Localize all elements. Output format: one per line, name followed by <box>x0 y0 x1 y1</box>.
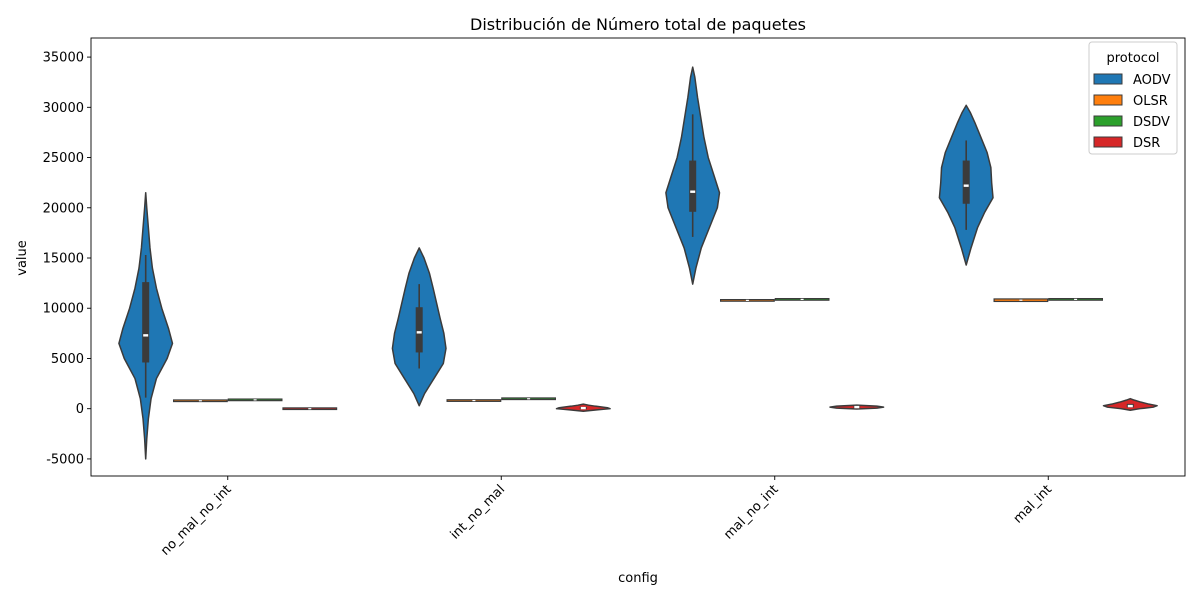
y-tick-label: -5000 <box>46 452 84 467</box>
y-axis-label: value <box>15 240 30 276</box>
violin-dsdv-mal_no_int <box>774 297 830 301</box>
y-tick-label: 5000 <box>51 352 84 367</box>
violin-dsr-mal_no_int <box>829 404 885 410</box>
violin-olsr-mal_no_int <box>719 298 775 302</box>
y-tick-label: 0 <box>76 402 84 417</box>
median-marker <box>416 331 422 334</box>
legend-entry-dsdv: DSDV <box>1093 115 1170 130</box>
legend-swatch <box>1093 115 1123 127</box>
y-tick-label: 15000 <box>43 252 84 267</box>
violin-dsdv-no_mal_no_int <box>227 398 283 402</box>
x-tick-label: mal_int <box>1011 482 1055 526</box>
violin-dsr-no_mal_no_int <box>282 407 338 411</box>
violin-olsr-no_mal_no_int <box>172 399 228 403</box>
legend: protocol AODV OLSR DSDV DSR <box>1088 41 1178 155</box>
legend-label: OLSR <box>1133 94 1168 109</box>
violin-iqr-box <box>962 160 970 204</box>
violin-iqr-box <box>415 307 423 353</box>
violin-aodv-mal_no_int <box>665 66 721 285</box>
axes-layer: -5000 0 5000 10000 15000 20000 25000 30000 35000… <box>43 37 1186 559</box>
violin-iqr-box <box>689 160 697 212</box>
violin-dsr-int_no_mal <box>555 403 611 412</box>
x-tick-label: no_mal_no_int <box>158 482 234 558</box>
violin-olsr-mal_int <box>993 298 1049 303</box>
x-axis-label: config <box>618 571 658 586</box>
violin-olsr-int_no_mal <box>446 399 502 402</box>
x-tick-label: int_no_mal <box>448 482 508 542</box>
y-tick-label: 30000 <box>43 101 84 116</box>
median-marker <box>1127 404 1133 408</box>
legend-label: DSR <box>1133 136 1160 151</box>
y-tick-label: 20000 <box>43 201 84 216</box>
y-tick-label: 35000 <box>43 51 84 66</box>
legend-entries: AODV OLSR DSDV DSR <box>1093 73 1171 151</box>
legend-swatch <box>1093 73 1123 85</box>
legend-label: AODV <box>1133 73 1171 88</box>
median-marker <box>143 334 149 337</box>
legend-entry-dsr: DSR <box>1093 136 1160 151</box>
chart-title: Distribución de Número total de paquetes <box>470 15 806 34</box>
y-tick-label: 10000 <box>43 302 84 317</box>
violin-dsdv-int_no_mal <box>501 397 557 401</box>
median-marker <box>963 184 969 187</box>
legend-entry-aodv: AODV <box>1093 73 1171 88</box>
legend-title: protocol <box>1106 51 1159 66</box>
violin-aodv-mal_int <box>938 104 994 266</box>
violin-aodv-no_mal_no_int <box>118 191 174 460</box>
legend-entry-olsr: OLSR <box>1093 94 1168 109</box>
median-marker <box>690 190 696 193</box>
violin-dsr-mal_int <box>1102 397 1158 411</box>
y-tick-label: 25000 <box>43 151 84 166</box>
legend-swatch <box>1093 136 1123 148</box>
x-tick-label: mal_no_int <box>721 482 781 542</box>
legend-label: DSDV <box>1133 115 1170 130</box>
violin-dsdv-mal_int <box>1048 297 1104 301</box>
median-marker <box>854 405 860 409</box>
violin-iqr-box <box>142 282 150 363</box>
median-marker <box>580 406 586 410</box>
violins-layer <box>118 66 1158 460</box>
legend-swatch <box>1093 94 1123 106</box>
plot-frame <box>90 37 1186 477</box>
violin-aodv-int_no_mal <box>391 247 447 407</box>
